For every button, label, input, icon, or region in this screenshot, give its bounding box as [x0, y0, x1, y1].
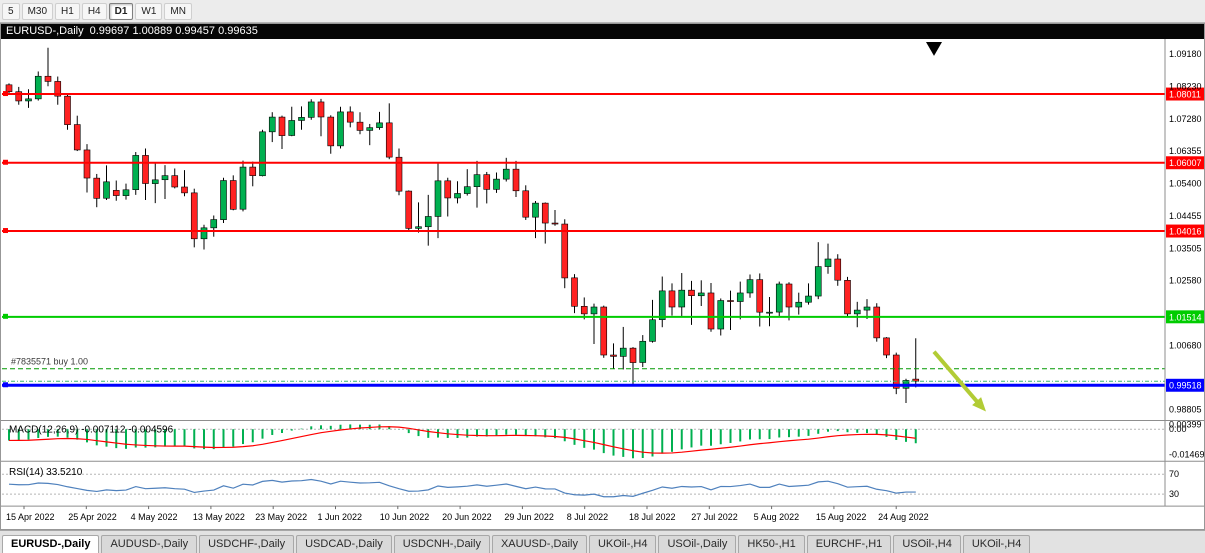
svg-text:15 Aug 2022: 15 Aug 2022: [816, 512, 866, 522]
chart-tab-audusd-daily[interactable]: AUDUSD-,Daily: [101, 535, 198, 553]
chart-tab-xauusd-daily[interactable]: XAUUSD-,Daily: [491, 535, 587, 553]
macd-signal-line: [8, 426, 916, 454]
price-tag-label: 1.04016: [1169, 227, 1201, 237]
timeframe-button-h1[interactable]: H1: [55, 2, 80, 20]
timeframe-button-d1[interactable]: D1: [108, 2, 134, 20]
svg-text:0.98805: 0.98805: [1169, 405, 1201, 415]
candlestick-series: [5, 47, 920, 404]
svg-text:27 Jul 2022: 27 Jul 2022: [691, 512, 737, 522]
timeframe-button-m30[interactable]: M30: [21, 2, 54, 20]
chart-tab-usdcad-daily[interactable]: USDCAD-,Daily: [296, 535, 392, 553]
timeframe-toolbar: 5 M30 H1 H4 D1 W1 MN: [0, 0, 1205, 23]
svg-text:29 Jun 2022: 29 Jun 2022: [504, 512, 553, 522]
svg-text:70: 70: [1169, 469, 1179, 479]
price-axis[interactable]: 1.09180 1.08230 1.07280 1.06355 1.05400 1.044…: [1169, 49, 1201, 415]
svg-text:1.08230: 1.08230: [1169, 82, 1201, 92]
svg-text:0.00: 0.00: [1169, 424, 1187, 434]
line-anchor[interactable]: [3, 228, 8, 234]
timeframe-button-h4[interactable]: H4: [81, 2, 107, 20]
horizontal-line[interactable]: 1.01514: [2, 310, 1204, 324]
svg-text:1.02580: 1.02580: [1169, 275, 1201, 285]
svg-text:20 Jun 2022: 20 Jun 2022: [442, 512, 491, 522]
price-tag: [1166, 224, 1204, 238]
svg-text:15 Apr 2022: 15 Apr 2022: [6, 512, 54, 522]
chart-tab-usoil-h4[interactable]: USOil-,H4: [893, 535, 961, 553]
line-anchor[interactable]: [3, 159, 8, 165]
svg-text:1.03505: 1.03505: [1169, 244, 1201, 254]
svg-text:8 Jul 2022: 8 Jul 2022: [567, 512, 608, 522]
chart-tab-usdchf-daily[interactable]: USDCHF-,Daily: [199, 535, 295, 553]
line-anchor[interactable]: [3, 313, 8, 319]
price-tag: [1166, 310, 1204, 324]
svg-text:5 Aug 2022: 5 Aug 2022: [754, 512, 799, 522]
svg-text:1.06355: 1.06355: [1169, 146, 1201, 156]
chart-tab-ukoil-h4[interactable]: UKOil-,H4: [588, 535, 657, 553]
horizontal-line[interactable]: 1.06007: [2, 156, 1204, 170]
svg-text:-0.01469: -0.01469: [1169, 449, 1204, 459]
shift-marker-icon: [926, 41, 942, 56]
chart-tabs-bar: EURUSD-,Daily AUDUSD-,Daily USDCHF-,Daily U…: [0, 530, 1205, 553]
svg-text:1.09180: 1.09180: [1169, 49, 1201, 59]
line-anchor[interactable]: [3, 91, 8, 97]
chart-tab-hk50-h1[interactable]: HK50-,H1: [738, 535, 805, 553]
chart-canvas: 1.080111.060071.040161.015140.995181.091…: [1, 39, 1204, 529]
chart-tab-usoil-daily[interactable]: USOil-,Daily: [658, 535, 737, 553]
svg-text:0.00399: 0.00399: [1169, 419, 1201, 429]
svg-text:1.00680: 1.00680: [1169, 340, 1201, 350]
chart-window-titlebar[interactable]: EURUSD-,Daily 0.99697 1.00889 0.99457 0.…: [1, 24, 1204, 39]
rsi-line: [8, 478, 916, 498]
svg-text:18 Jul 2022: 18 Jul 2022: [629, 512, 675, 522]
chart-tab-usdcnh-daily[interactable]: USDCNH-,Daily: [393, 535, 490, 553]
order-label[interactable]: #7835571 buy 1.00: [11, 357, 88, 367]
arrow-object[interactable]: [932, 350, 986, 412]
svg-text:24 Aug 2022: 24 Aug 2022: [878, 512, 928, 522]
chart-tab-eurchf-h1[interactable]: EURCHF-,H1: [806, 535, 892, 553]
timeframe-button-w1[interactable]: W1: [135, 2, 163, 20]
chart-window: EURUSD-,Daily 0.99697 1.00889 0.99457 0.…: [0, 23, 1205, 530]
svg-text:13 May 2022: 13 May 2022: [193, 512, 245, 522]
horizontal-line[interactable]: 0.99518: [2, 378, 1204, 392]
chart-tab-eurusd-daily[interactable]: EURUSD-,Daily: [2, 535, 100, 553]
chart-title-symbol: EURUSD-,Daily: [6, 25, 84, 37]
price-tag: [1166, 87, 1204, 101]
svg-text:1 Jun 2022: 1 Jun 2022: [318, 512, 362, 522]
svg-text:30: 30: [1169, 489, 1179, 499]
horizontal-line[interactable]: 1.08011: [2, 87, 1204, 101]
line-anchor[interactable]: [3, 382, 8, 388]
price-tag-label: 0.99518: [1169, 381, 1201, 391]
price-tag: [1166, 156, 1204, 170]
svg-text:23 May 2022: 23 May 2022: [255, 512, 307, 522]
time-axis[interactable]: 15 Apr 2022 25 Apr 2022 4 May 2022 13 May 2…: [6, 506, 929, 522]
svg-text:1.04455: 1.04455: [1169, 211, 1201, 221]
price-tag: [1166, 378, 1204, 392]
timeframe-button-mn[interactable]: MN: [164, 2, 192, 20]
svg-text:25 Apr 2022: 25 Apr 2022: [68, 512, 116, 522]
timeframe-button-5[interactable]: 5: [2, 2, 20, 20]
rsi-axis[interactable]: 70 30: [1169, 469, 1179, 499]
svg-text:1.07280: 1.07280: [1169, 114, 1201, 124]
rsi-label: RSI(14) 33.5210: [9, 467, 83, 478]
svg-text:10 Jun 2022: 10 Jun 2022: [380, 512, 429, 522]
svg-text:4 May 2022: 4 May 2022: [131, 512, 178, 522]
macd-label: MACD(12,26,9) -0.007112 -0.004596: [9, 424, 174, 435]
price-tag-label: 1.08011: [1169, 90, 1201, 100]
chart-svg: 1.080111.060071.040161.015140.995181.091…: [1, 39, 1204, 529]
chart-tab-ukoil-h4[interactable]: UKOil-,H4: [962, 535, 1031, 553]
chart-title-ohlc: 0.99697 1.00889 0.99457 0.99635: [89, 25, 258, 37]
price-tag-label: 1.01514: [1169, 312, 1201, 322]
horizontal-line[interactable]: 1.04016: [2, 224, 1204, 238]
price-tag-label: 1.06007: [1169, 158, 1201, 168]
svg-text:1.05400: 1.05400: [1169, 179, 1201, 189]
